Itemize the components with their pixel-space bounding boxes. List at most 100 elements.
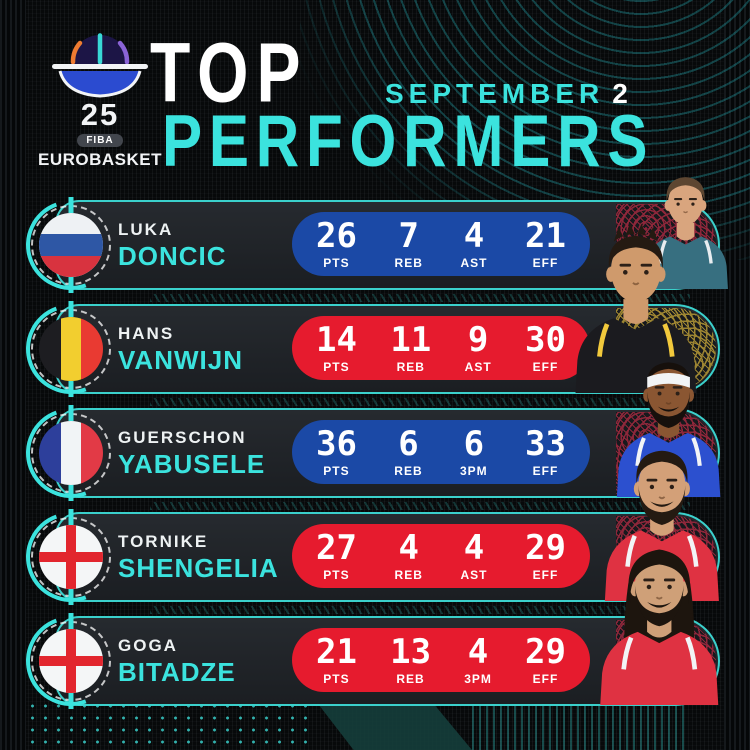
- stat: 6 3PM: [460, 427, 488, 478]
- stat: 33 EFF: [525, 427, 566, 478]
- flag-bottom-tick: [68, 277, 74, 293]
- stat-value: 11: [390, 319, 432, 360]
- stat: 4 3PM: [464, 635, 492, 686]
- stat-label: AST: [464, 359, 492, 374]
- left-edge-ribs: [0, 0, 26, 750]
- stat-label: REB: [396, 671, 425, 686]
- stat: 21 EFF: [525, 219, 566, 270]
- flag-bottom-tick: [68, 381, 74, 397]
- stat-label: REB: [394, 567, 423, 582]
- stat: 9 AST: [465, 323, 492, 374]
- player-name: GUERSCHON YABUSELE: [118, 429, 265, 477]
- title-line-2: PERFORMERS: [162, 101, 655, 183]
- flag-bottom-tick: [68, 589, 74, 605]
- stat-label: EFF: [532, 255, 559, 270]
- flag-top-tick: [68, 613, 74, 629]
- player-row: HANS VANWIJN 14 PTS 11 REB 9 AST 30 EFF: [0, 223, 750, 409]
- country-flag-icon: [39, 421, 103, 485]
- flag-bottom-tick: [68, 693, 74, 709]
- country-flag-badge: [11, 289, 131, 409]
- country-flag-icon: [39, 525, 103, 589]
- stat: 27 PTS: [316, 531, 357, 582]
- stat-value: 21: [316, 631, 357, 672]
- stat-label: REB: [394, 463, 423, 478]
- stat-value: 14: [316, 319, 357, 360]
- stat-value: 6: [398, 423, 419, 464]
- stat-value: 26: [316, 215, 357, 256]
- player-name: HANS VANWIJN: [118, 325, 243, 373]
- country-flag-icon: [39, 213, 103, 277]
- stat-value: 13: [390, 631, 432, 672]
- player-last-name: BITADZE: [118, 657, 236, 687]
- stat-value: 4: [463, 527, 485, 568]
- stat-label: AST: [460, 567, 488, 582]
- stat-value: 21: [525, 215, 566, 256]
- stats-pill: 21 PTS 13 REB 4 3PM 29 EFF: [292, 628, 590, 692]
- player-photo: [600, 549, 719, 705]
- stats-pill: 14 PTS 11 REB 9 AST 30 EFF: [292, 316, 590, 380]
- eurobasket-logo: 25 FIBA EUROBASKET: [34, 30, 166, 170]
- stat-label: EFF: [532, 567, 559, 582]
- country-flag-badge: [11, 393, 131, 513]
- stat-value: 30: [525, 319, 566, 360]
- player-first-name: GOGA: [118, 636, 178, 655]
- stat-value: 7: [398, 215, 419, 256]
- stat-label: PTS: [323, 255, 350, 270]
- stat-value: 4: [463, 215, 485, 256]
- stat-label: PTS: [323, 463, 350, 478]
- stat: 21 PTS: [316, 635, 357, 686]
- logo-edition: 25: [80, 97, 120, 132]
- player-first-name: GUERSCHON: [118, 428, 247, 447]
- stat: 11 REB: [390, 323, 431, 374]
- stat-value: 36: [316, 423, 357, 464]
- stat: 7 REB: [395, 219, 423, 270]
- stat: 4 REB: [395, 531, 423, 582]
- player-last-name: YABUSELE: [118, 449, 266, 479]
- stat-label: EFF: [532, 359, 559, 374]
- country-flag-badge: [11, 497, 131, 617]
- stat-value: 4: [467, 631, 489, 672]
- stat-label: EFF: [532, 463, 559, 478]
- stat-label: 3PM: [459, 463, 488, 478]
- date-day: 2: [612, 78, 633, 109]
- flag-top-tick: [68, 405, 74, 421]
- stat-value: 33: [525, 423, 566, 464]
- stat-value: 9: [467, 319, 489, 360]
- stat: 30 EFF: [525, 323, 566, 374]
- stat: 29 EFF: [525, 531, 566, 582]
- stat: 26 PTS: [316, 219, 357, 270]
- stat: 4 AST: [460, 219, 487, 270]
- date-month: SEPTEMBER: [385, 78, 605, 109]
- stat-label: AST: [460, 255, 488, 270]
- trophy-basketball-icon: [52, 33, 148, 98]
- stat-value: 29: [525, 631, 566, 672]
- player-name: LUKA DONCIC: [118, 221, 227, 269]
- right-edge-ribs: [724, 0, 750, 750]
- player-last-name: VANWIJN: [118, 345, 243, 375]
- stat-label: PTS: [323, 567, 350, 582]
- stat: 13 REB: [390, 635, 431, 686]
- flag-top-tick: [68, 301, 74, 317]
- stat-label: REB: [394, 255, 423, 270]
- flag-top-tick: [68, 509, 74, 525]
- stat-label: PTS: [323, 671, 350, 686]
- stat-label: REB: [396, 359, 425, 374]
- stat-value: 27: [316, 527, 357, 568]
- player-last-name: SHENGELIA: [118, 553, 279, 583]
- stat-value: 4: [398, 527, 419, 568]
- stat-label: PTS: [323, 359, 350, 374]
- player-name: GOGA BITADZE: [118, 637, 236, 685]
- stat: 36 PTS: [316, 427, 357, 478]
- flag-top-tick: [68, 197, 74, 213]
- stats-pill: 26 PTS 7 REB 4 AST 21 EFF: [292, 212, 590, 276]
- player-first-name: HANS: [118, 324, 175, 343]
- player-row: GOGA BITADZE 21 PTS 13 REB 4 3PM 29 EFF: [0, 549, 750, 721]
- player-name: TORNIKE SHENGELIA: [118, 533, 279, 581]
- stat-value: 29: [525, 527, 566, 568]
- stat-value: 6: [463, 423, 485, 464]
- stat-label: 3PM: [464, 671, 492, 686]
- stat-label: EFF: [532, 671, 559, 686]
- rows: LUKA DONCIC 26 PTS 7 REB 4 AST 21 EFF: [0, 177, 750, 721]
